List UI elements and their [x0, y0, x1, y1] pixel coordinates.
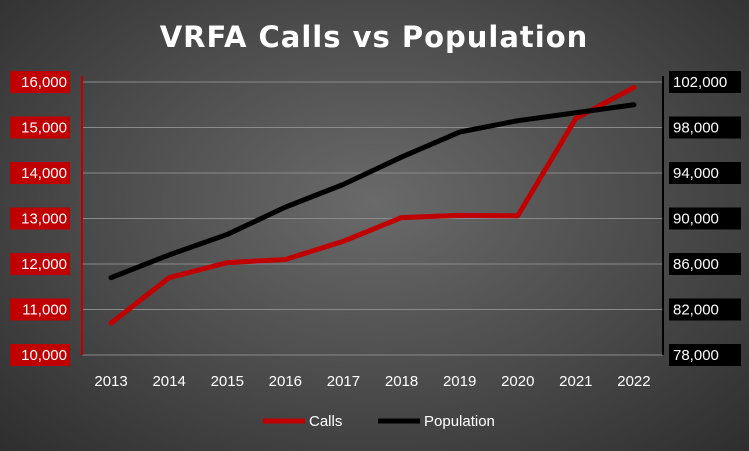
left-tick-label-bg: [10, 207, 70, 230]
x-tick-label: 2019: [443, 373, 476, 390]
right-tick-label: 102,000: [673, 74, 727, 91]
right-tick-label-bg: [669, 298, 741, 321]
x-tick-label: 2016: [269, 373, 302, 390]
legend-label: Calls: [309, 413, 342, 430]
x-tick-label: 2014: [152, 373, 185, 390]
left-tick-label-bg: [10, 162, 70, 184]
x-tick-label: 2022: [617, 373, 650, 390]
left-tick-label-bg: [10, 71, 70, 93]
left-tick-label: 16,000: [21, 74, 67, 91]
right-tick-label-bg: [669, 162, 741, 184]
x-tick-label: 2013: [94, 373, 127, 390]
left-tick-label-bg: [10, 298, 70, 321]
series-lines: [108, 84, 637, 326]
left-tick-label: 10,000: [21, 347, 67, 364]
chart-title: VRFA Calls vs Population: [160, 20, 589, 54]
x-tick-label: 2015: [211, 373, 244, 390]
right-tick-label: 78,000: [673, 347, 719, 364]
x-tick-label: 2017: [327, 373, 360, 390]
right-tick-label: 82,000: [673, 302, 719, 319]
right-tick-label: 90,000: [673, 211, 719, 228]
axes: 10,000 11,000 12,000 13,000 14,000 15,000 16,0…: [10, 71, 741, 390]
legend: Calls Population: [263, 413, 495, 430]
left-tick-label: 11,000: [22, 302, 67, 319]
x-tick-label: 2020: [501, 373, 534, 390]
left-tick-label: 13,000: [21, 211, 67, 228]
right-tick-label: 86,000: [673, 256, 719, 273]
right-tick-label-bg: [669, 207, 741, 230]
left-tick-label-bg: [10, 253, 70, 275]
right-tick-label-bg: [669, 344, 741, 366]
right-tick-label: 94,000: [673, 165, 719, 182]
right-tick-label-bg: [669, 253, 741, 275]
x-tick-label: 2021: [559, 373, 592, 390]
series-line-population: [108, 102, 637, 281]
left-tick-label-bg: [10, 116, 70, 139]
series-line-calls: [108, 84, 637, 326]
left-tick-label-bg: [10, 344, 70, 366]
right-tick-label-bg: [669, 116, 741, 139]
left-tick-label: 15,000: [21, 120, 67, 137]
legend-label: Population: [424, 413, 495, 430]
right-tick-label-bg: [669, 71, 741, 93]
left-tick-label: 12,000: [21, 256, 67, 273]
right-tick-label: 98,000: [673, 120, 719, 137]
x-tick-label: 2018: [385, 373, 418, 390]
left-tick-label: 14,000: [21, 165, 67, 182]
